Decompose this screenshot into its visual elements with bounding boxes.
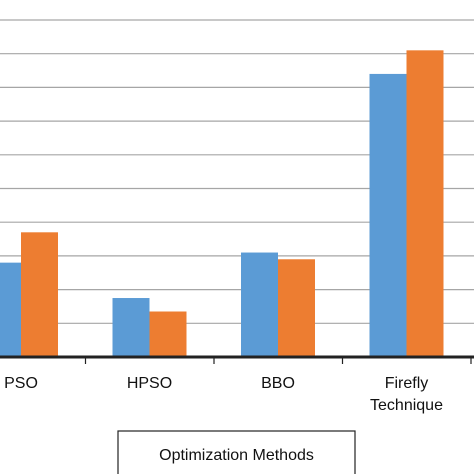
- x-axis-tick-labels: PSO HPSO BBO Firefly Technique: [4, 375, 443, 414]
- bar-series-2-1: [149, 311, 187, 357]
- x-tick-label: BBO: [261, 375, 295, 392]
- bar-series-1-1: [112, 298, 150, 357]
- bar-series-1-3: [369, 73, 407, 358]
- bars: [0, 50, 444, 358]
- gridlines: [0, 19, 474, 324]
- bar-series-2-3: [406, 50, 444, 357]
- x-axis-ticks: [84, 357, 472, 364]
- x-axis-title: Optimization Methods: [159, 447, 314, 464]
- bar-series-1-2: [241, 252, 278, 357]
- bar-series-1-0: [0, 262, 21, 357]
- x-axis-title-box: [117, 430, 356, 474]
- bar-series-2-0: [21, 232, 58, 357]
- x-tick-label: Firefly Technique: [370, 375, 443, 414]
- x-tick-label: PSO: [4, 375, 38, 392]
- x-tick-label: HPSO: [127, 375, 172, 392]
- bar-series-2-2: [278, 259, 315, 357]
